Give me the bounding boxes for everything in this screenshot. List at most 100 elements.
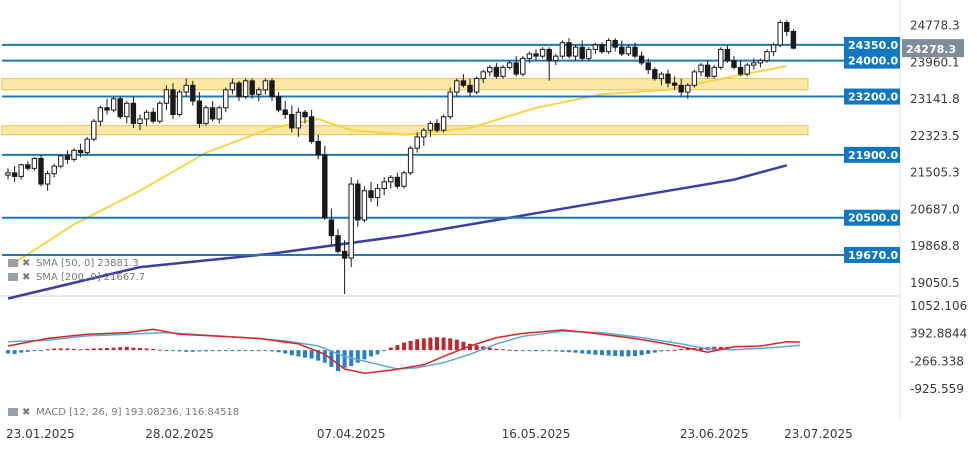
macd-tick-label: 392.8844 bbox=[910, 327, 967, 341]
level-label-5: 19670.0 bbox=[848, 249, 898, 262]
level-box-1 bbox=[844, 52, 900, 69]
candle bbox=[440, 116, 447, 131]
macd-hist-bar bbox=[395, 345, 400, 351]
macd-legend-swatch bbox=[8, 408, 18, 416]
candle bbox=[454, 80, 460, 93]
macd-hist-bar bbox=[45, 349, 50, 351]
candle bbox=[645, 62, 651, 71]
sma50-line bbox=[7, 65, 787, 268]
candle bbox=[341, 250, 348, 259]
price-tick-label: 24778.3 bbox=[910, 19, 960, 33]
macd-hist-bar bbox=[428, 337, 433, 351]
macd-hist-bar bbox=[441, 337, 446, 351]
last-price-label: 24278.3 bbox=[906, 43, 956, 56]
candle bbox=[170, 89, 176, 115]
macd-hist-bar bbox=[58, 348, 63, 351]
candle bbox=[605, 39, 612, 53]
macd-hist-bar bbox=[230, 350, 235, 352]
macd-hist-bar bbox=[382, 350, 387, 352]
candle bbox=[665, 73, 671, 84]
macd-hist-bar bbox=[276, 350, 281, 353]
macd-hist-bar bbox=[560, 350, 565, 352]
candle bbox=[282, 109, 288, 115]
candle bbox=[289, 113, 295, 129]
macd-hist-bar bbox=[369, 350, 373, 357]
level-box-2 bbox=[844, 88, 900, 105]
price-panel: 24778.3 23960.1 23141.8 22323.5 21505.3 20687… bbox=[0, 0, 964, 420]
macd-hist-bar bbox=[164, 350, 169, 352]
macd-hist-bar bbox=[646, 350, 651, 354]
macd-hist-bar bbox=[573, 350, 578, 353]
macd-hist-bar bbox=[210, 350, 215, 352]
candle bbox=[322, 154, 328, 219]
level-label-4: 20500.0 bbox=[848, 212, 898, 225]
candle bbox=[163, 89, 170, 104]
macd-hist-bar bbox=[613, 350, 618, 356]
candle bbox=[51, 165, 57, 175]
candle bbox=[586, 48, 592, 59]
candle bbox=[711, 66, 717, 77]
candle bbox=[150, 111, 156, 122]
macd-hist-bar bbox=[283, 350, 288, 354]
macd-hist-bar bbox=[633, 350, 637, 356]
candle bbox=[203, 107, 209, 124]
candle bbox=[704, 64, 711, 77]
candle bbox=[401, 172, 407, 187]
macd-hist-bar bbox=[336, 350, 340, 372]
macd-hist-bar bbox=[111, 347, 116, 351]
candle bbox=[539, 48, 546, 57]
level-box-3 bbox=[844, 146, 900, 163]
candle bbox=[381, 181, 387, 190]
macd-hist-bar bbox=[527, 350, 532, 352]
price-tick-label: 23960.1 bbox=[910, 55, 960, 69]
last-price-box bbox=[902, 39, 964, 58]
macd-hist-bar bbox=[78, 349, 83, 351]
candle bbox=[328, 219, 335, 237]
legend-swatch bbox=[8, 259, 18, 267]
macd-hist-bar bbox=[448, 338, 453, 351]
macd-hist-bar bbox=[118, 347, 123, 351]
macd-hist-bar bbox=[270, 350, 274, 352]
macd-hist-bar bbox=[177, 350, 182, 352]
macd-hist-bar bbox=[72, 348, 76, 351]
price-tick-label: 20687.0 bbox=[910, 202, 960, 216]
candle bbox=[44, 173, 51, 185]
candle bbox=[493, 66, 500, 77]
candle bbox=[38, 157, 44, 185]
macd-hist-bar bbox=[699, 347, 703, 351]
candle bbox=[744, 64, 750, 75]
candle bbox=[784, 21, 790, 32]
candle bbox=[361, 190, 368, 221]
price-tick-label: 23141.8 bbox=[910, 92, 960, 106]
candle bbox=[790, 30, 797, 49]
macd-hist-bar bbox=[408, 340, 413, 351]
macd-hist-bar bbox=[91, 348, 96, 351]
candle bbox=[176, 91, 183, 115]
candle bbox=[751, 62, 757, 66]
candle bbox=[533, 53, 539, 57]
candle bbox=[757, 60, 764, 64]
macd-hist-bar bbox=[124, 346, 129, 351]
x-tick-label: 07.04.2025 bbox=[317, 427, 386, 441]
candle bbox=[236, 82, 242, 98]
macd-hist-bar bbox=[32, 350, 37, 352]
zone-0 bbox=[1, 78, 809, 91]
candle bbox=[190, 84, 196, 102]
candle bbox=[91, 120, 97, 140]
macd-hist-bar bbox=[223, 350, 228, 352]
candle bbox=[480, 71, 486, 80]
x-tick-label: 23.01.2025 bbox=[6, 427, 75, 441]
candle bbox=[58, 155, 64, 167]
candle bbox=[434, 122, 440, 131]
candle bbox=[143, 111, 150, 120]
macd-hist-bar bbox=[534, 350, 538, 352]
macd-hist-bar bbox=[415, 339, 420, 351]
candle bbox=[388, 176, 394, 183]
macd-legend-close-icon: ✖ bbox=[22, 407, 30, 418]
candle bbox=[414, 136, 420, 149]
level-label-2: 23200.0 bbox=[848, 91, 898, 104]
level-box-4 bbox=[844, 209, 900, 226]
candle bbox=[599, 44, 605, 53]
candle bbox=[520, 57, 526, 75]
price-tick-label: 22323.5 bbox=[910, 129, 960, 143]
